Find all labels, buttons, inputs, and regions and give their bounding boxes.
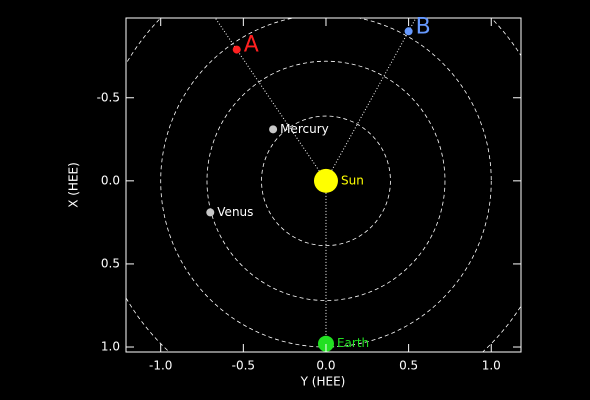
body-marker — [269, 125, 278, 134]
body-marker — [206, 208, 215, 217]
x-tick-label: 0.5 — [399, 359, 418, 373]
body-marker — [404, 27, 413, 36]
body-label: B — [416, 14, 431, 39]
orbit — [261, 115, 391, 247]
body-label: Earth — [337, 336, 369, 350]
sight-line — [214, 18, 327, 182]
orbit — [206, 60, 446, 301]
y-tick-label: 1.0 — [101, 340, 120, 354]
x-tick-label: -0.5 — [232, 359, 255, 373]
x-axis-label: Y (HEE) — [300, 375, 346, 389]
x-tick-label: 1.0 — [482, 359, 501, 373]
body-marker — [232, 45, 241, 54]
body-label: Sun — [341, 173, 364, 187]
y-tick-label: 0.0 — [101, 173, 120, 187]
plot-area — [126, 18, 521, 352]
axes-frame — [125, 17, 522, 353]
y-axis-label: X (HEE) — [67, 162, 81, 208]
y-tick-label: -0.5 — [97, 90, 120, 104]
body-marker — [317, 335, 334, 352]
sight-line — [325, 18, 417, 182]
y-tick-label: 0.5 — [101, 256, 120, 270]
body-label: Venus — [217, 205, 253, 219]
x-tick-label: 0.0 — [316, 359, 335, 373]
body-label: A — [244, 33, 259, 58]
x-tick-label: -1.0 — [149, 359, 172, 373]
body-marker — [313, 168, 338, 193]
body-label: Mercury — [280, 122, 329, 136]
